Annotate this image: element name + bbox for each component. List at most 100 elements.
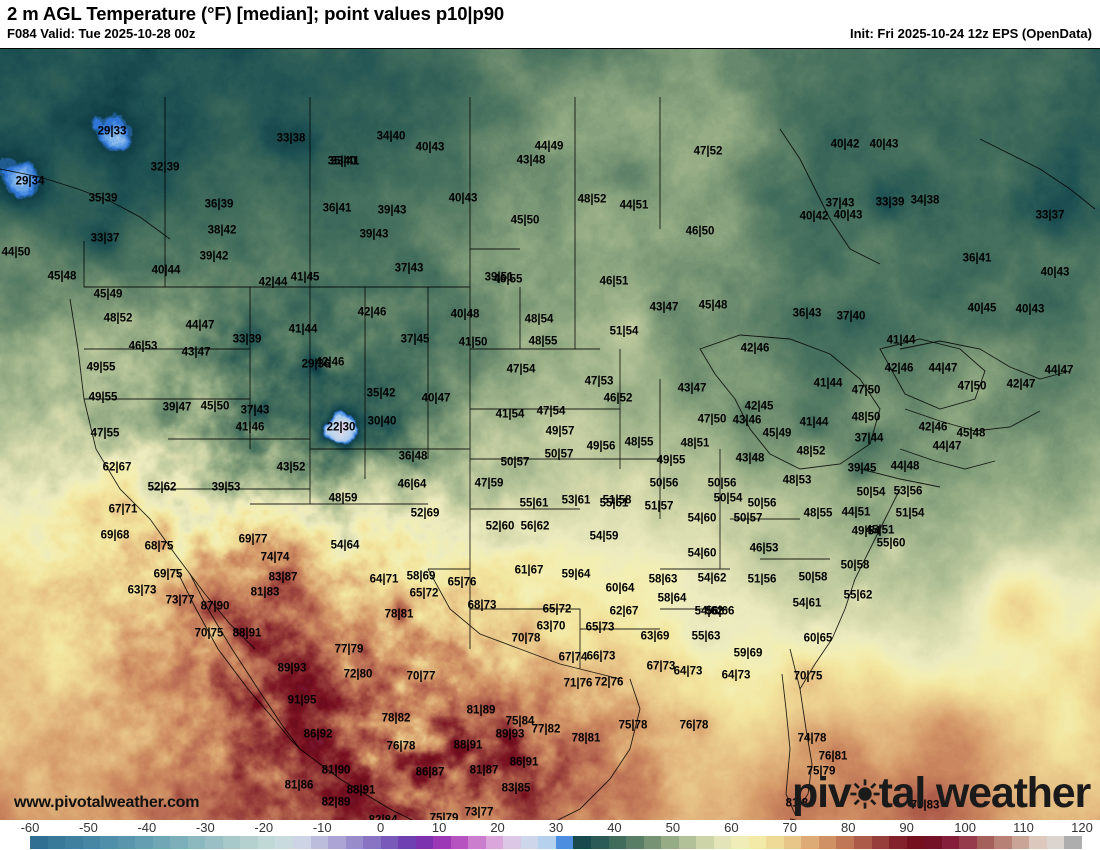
border-line [904, 408, 1041, 432]
colorbar-tick: 80 [840, 820, 856, 835]
colorbar-cell [117, 836, 136, 849]
colorbar-cell [433, 836, 451, 849]
page-title: 2 m AGL Temperature (°F) [median]; point… [7, 3, 505, 24]
brand-logo-text-2: tal weather [878, 769, 1092, 817]
colorbar-tick: 50 [665, 820, 681, 835]
colorbar-cell [363, 836, 381, 849]
colorbar-cell [345, 836, 364, 849]
colorbar-cell [100, 836, 118, 849]
colorbar-tick: -30 [195, 820, 215, 835]
map-header: 2 m AGL Temperature (°F) [median]; point… [0, 0, 1100, 48]
border-line [979, 138, 1096, 210]
colorbar-cell [959, 836, 977, 849]
colorbar-tick: -10 [312, 820, 332, 835]
colorbar-cell [65, 836, 83, 849]
colorbar-cell [573, 836, 591, 849]
colorbar-cell [450, 836, 469, 849]
temperature-raster [0, 49, 1100, 820]
colorbar-cell [853, 836, 872, 849]
colorbar-cell [135, 836, 153, 849]
colorbar-tick: 60 [724, 820, 739, 835]
colorbar-cell [398, 836, 416, 849]
colorbar-cell [1011, 836, 1030, 849]
colorbar-tick: 110 [1013, 820, 1034, 835]
colorbar-tick: 40 [607, 820, 622, 835]
colorbar-cell [608, 836, 627, 849]
colorbar-cell [538, 836, 556, 849]
colorbar-cell [275, 836, 293, 849]
init-time-label: Init: Fri 2025-10-24 12z EPS (OpenData) [849, 26, 1092, 41]
border-line [781, 648, 813, 815]
colorbar-cell [818, 836, 837, 849]
colorbar-cell [1029, 836, 1047, 849]
border-line [899, 340, 1071, 380]
colorbar-cell [520, 836, 539, 849]
colorbar-cell [591, 836, 609, 849]
colorbar-cell [1064, 836, 1082, 849]
colorbar-cell [468, 836, 486, 849]
border-line [879, 338, 986, 410]
colorbar-cell [310, 836, 329, 849]
colorbar-tick: 20 [490, 820, 505, 835]
border-line [299, 678, 641, 820]
colorbar-cell [415, 836, 434, 849]
colorbar-cell [1046, 836, 1065, 849]
border-line [779, 128, 881, 265]
colorbar-cell [731, 836, 749, 849]
brand-logo: piv [792, 769, 1092, 818]
border-line [899, 448, 996, 470]
colorbar-cell [643, 836, 662, 849]
colorbar-tick: 120 [1071, 820, 1093, 835]
valid-time-label: F084 Valid: Tue 2025-10-28 00z [7, 26, 196, 41]
border-line [859, 468, 941, 488]
colorbar-cell [889, 836, 907, 849]
colorbar-cell [292, 836, 311, 849]
colorbar-cell [222, 836, 241, 849]
border-line [175, 568, 301, 750]
colorbar-tick: 90 [899, 820, 914, 835]
colorbar-cell [205, 836, 223, 849]
colorbar-cell [170, 836, 188, 849]
colorbar-tick: 0 [377, 820, 385, 835]
colorbar-cell [380, 836, 399, 849]
colorbar-tick: -60 [20, 820, 40, 835]
colorbar-cell [503, 836, 521, 849]
colorbar-cell [994, 836, 1012, 849]
sun-gear-icon [849, 771, 880, 809]
colorbar-cell [485, 836, 504, 849]
colorbar-tick: 10 [431, 820, 447, 835]
colorbar-tick: 100 [954, 820, 976, 835]
colorbar-tick: -50 [79, 820, 98, 835]
border-line [428, 568, 471, 649]
colorbar-cell [555, 836, 574, 849]
colorbar-cell [47, 836, 66, 849]
colorbar-cell [257, 836, 276, 849]
colorbar-cell [766, 836, 784, 849]
colorbar-cell [626, 836, 644, 849]
colorbar-cell [871, 836, 890, 849]
colorbar-cell [661, 836, 679, 849]
colorbar-tick: -40 [137, 820, 157, 835]
colorbar-cell [748, 836, 767, 849]
colorbar-cell [328, 836, 346, 849]
colorbar-cell [152, 836, 171, 849]
colorbar-cell [801, 836, 819, 849]
watermark-url: www.pivotalweather.com [14, 794, 200, 811]
colorbar-cell [678, 836, 697, 849]
colorbar-cell [82, 836, 101, 849]
colorbar-gradient [30, 836, 1082, 849]
colorbar-ticklabels: -60 -50 -40 -30 -20 -10 0 10 20 30 40 50 60 70 80 90 100… [0, 820, 1100, 836]
border-line [470, 608, 581, 669]
colorbar-tick: 30 [548, 820, 564, 835]
border-line [83, 241, 470, 288]
border-line [469, 248, 520, 287]
colorbar-cell [783, 836, 802, 849]
border-line [699, 334, 881, 470]
colorbar-cell [836, 836, 854, 849]
map-viewport[interactable]: 29|34 29|33 35|39 33|37 44|50 45|48 45|49 48|52… [0, 48, 1100, 820]
colorbar-tick: 70 [782, 820, 797, 835]
colorbar[interactable]: -60 -50 -40 -30 -20 -10 0 10 20 30 40 50 60 70 80 90 100… [0, 820, 1100, 850]
colorbar-cell [696, 836, 714, 849]
colorbar-cell [906, 836, 925, 849]
map-borders-overlay [0, 97, 1096, 820]
